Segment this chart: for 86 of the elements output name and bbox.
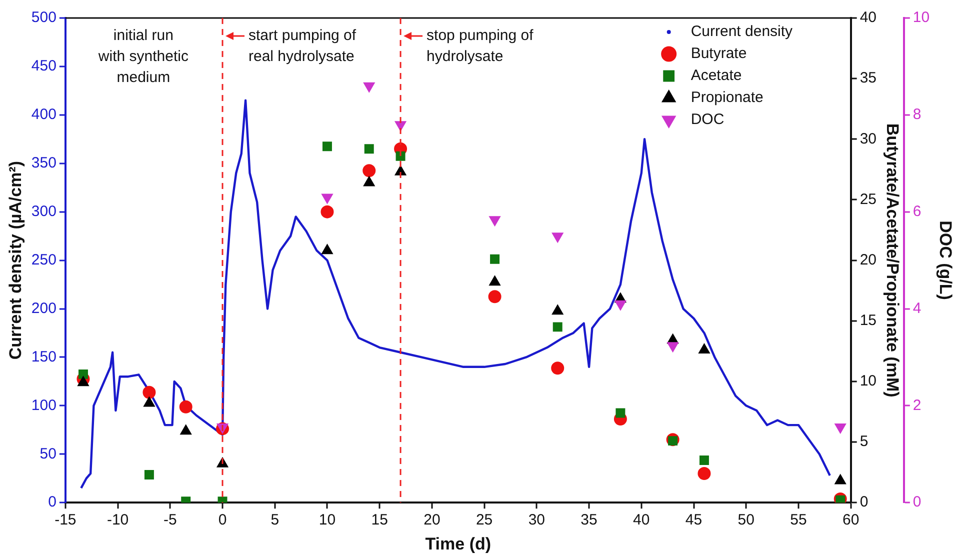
ref-line-label: stop pumping of hydrolysate <box>426 27 534 66</box>
y-tick-label: 400 <box>31 106 56 124</box>
point <box>552 322 562 332</box>
x-tick-label: -15 <box>54 512 76 529</box>
y2-tick-label: 20 <box>860 251 877 268</box>
legend-label: Propionate <box>690 89 764 106</box>
point <box>552 232 564 243</box>
point <box>322 244 333 254</box>
y2-tick-label: 30 <box>860 130 877 148</box>
point <box>78 369 88 379</box>
y2-tick-label: 10 <box>860 372 877 390</box>
point <box>180 424 192 435</box>
y-tick-label: 300 <box>31 202 56 220</box>
y-tick-label: 200 <box>31 300 56 317</box>
point <box>616 408 626 418</box>
y-axis-title: Current density (µA/cm²) <box>6 160 25 360</box>
legend-label: DOC <box>690 111 724 128</box>
point <box>144 470 154 480</box>
x-tick-label: 25 <box>476 512 493 529</box>
point <box>667 342 678 352</box>
point <box>363 82 375 92</box>
x-axis-title: Time (d) <box>425 534 492 554</box>
point <box>488 290 502 304</box>
y3-tick-label: 4 <box>912 300 922 317</box>
point <box>322 194 333 204</box>
y2-tick-label: 0 <box>860 494 868 511</box>
ref-line-label: start pumping of real hydrolysate <box>248 27 357 66</box>
point <box>698 467 711 480</box>
y-tick-label: 150 <box>31 348 56 366</box>
y3-tick-label: 2 <box>912 396 922 414</box>
point <box>396 151 406 161</box>
point <box>489 276 500 286</box>
x-tick-label: 40 <box>633 512 650 529</box>
x-tick-label: 45 <box>685 512 702 529</box>
annotation: initial run with synthetic medium <box>97 27 189 86</box>
point <box>698 343 710 354</box>
point <box>489 216 500 226</box>
point <box>142 386 156 399</box>
point <box>363 176 375 186</box>
legend-label: Butyrate <box>690 45 747 62</box>
point <box>551 362 564 375</box>
point <box>834 424 846 434</box>
x-tick-label: 20 <box>424 512 440 529</box>
point <box>834 474 846 484</box>
y-tick-label: 100 <box>31 396 56 414</box>
y-tick-label: 50 <box>40 445 56 462</box>
point <box>78 376 89 386</box>
y2-axis-title: Butyrate/Acetate/Propionate (mM) <box>883 123 902 398</box>
point <box>320 205 334 218</box>
y2-tick-label: 35 <box>860 70 877 87</box>
y-tick-label: 500 <box>31 9 56 26</box>
x-tick-label: -5 <box>163 512 177 529</box>
y-tick-label: 350 <box>31 154 56 172</box>
x-tick-label: 15 <box>371 512 388 529</box>
x-tick-label: 55 <box>790 512 807 529</box>
point <box>144 396 155 407</box>
y3-tick-label: 6 <box>912 202 922 220</box>
point <box>614 300 626 310</box>
legend-label: Current density <box>690 23 794 40</box>
x-tick-label: 60 <box>842 512 860 529</box>
y-tick-label: 250 <box>31 251 56 268</box>
x-tick-label: 30 <box>528 512 546 529</box>
x-tick-label: -10 <box>106 512 129 529</box>
x-tick-label: 10 <box>318 512 336 529</box>
point <box>490 254 500 264</box>
point <box>179 400 192 414</box>
y-tick-label: 450 <box>31 58 56 75</box>
y2-tick-label: 40 <box>860 9 877 26</box>
y3-tick-label: 8 <box>912 106 922 124</box>
point <box>364 144 374 154</box>
y2-tick-label: 5 <box>860 433 868 450</box>
y2-tick-label: 25 <box>860 190 877 208</box>
point <box>362 164 376 178</box>
x-tick-label: 35 <box>580 512 598 529</box>
legend-label: Acetate <box>690 67 742 84</box>
x-tick-label: 0 <box>218 512 227 529</box>
point <box>552 304 564 315</box>
y3-tick-label: 10 <box>912 9 930 26</box>
x-tick-label: 5 <box>270 512 280 529</box>
y-tick-label: 0 <box>48 494 56 511</box>
point <box>322 142 332 152</box>
point <box>699 455 709 465</box>
y3-tick-label: 0 <box>912 494 922 511</box>
y3-axis-title: DOC (g/L) <box>936 220 956 300</box>
x-tick-label: 50 <box>738 512 754 529</box>
y2-tick-label: 15 <box>860 312 877 330</box>
